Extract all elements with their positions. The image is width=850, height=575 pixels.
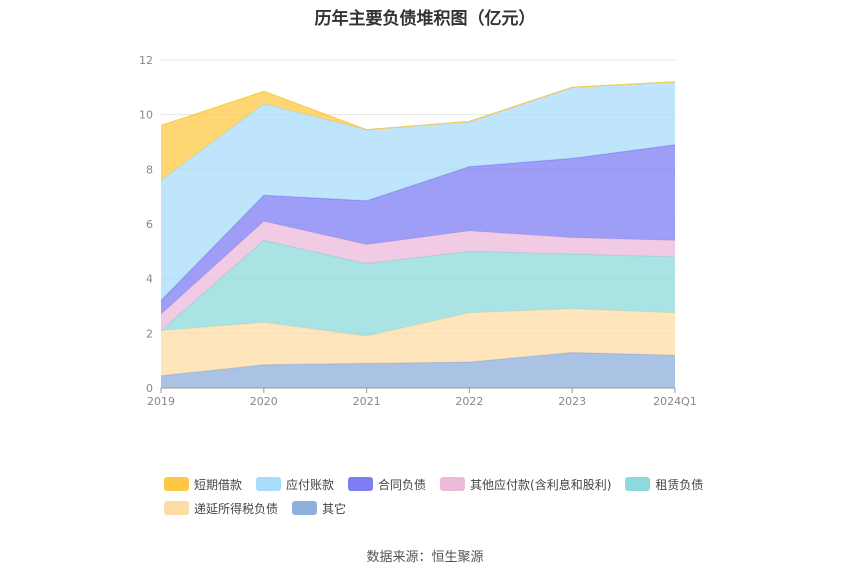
legend-item[interactable]: 其他应付款(含利息和股利): [440, 476, 611, 493]
x-tick-label: 2024Q1: [653, 395, 697, 408]
legend-item[interactable]: 租赁负债: [625, 476, 703, 493]
legend-label: 递延所得税负债: [194, 501, 279, 516]
series-line: [160, 81, 676, 131]
x-tick-label: 2019: [147, 395, 175, 408]
y-tick-label: 2: [146, 327, 153, 340]
legend-label: 合同负债: [378, 477, 427, 492]
series-area: [161, 240, 675, 337]
series-area: [161, 81, 675, 181]
y-tick-label: 4: [146, 273, 153, 286]
x-tick-label: 2022: [455, 395, 483, 408]
chart-legend: 短期借款 应付账款 合同负债 其他应付款(含利息和股利) 租赁负债 递延所得税负债 其它: [164, 472, 724, 520]
legend-item[interactable]: 应付账款: [256, 476, 334, 493]
legend-label: 其它: [322, 501, 347, 516]
legend-swatch: [348, 477, 374, 491]
legend-swatch: [256, 477, 282, 491]
series-area: [161, 308, 675, 376]
x-tick-label: 2020: [250, 395, 278, 408]
legend-item[interactable]: 其它: [292, 500, 346, 517]
data-source-note: 数据来源：恒生聚源: [366, 550, 484, 565]
x-tick-label: 2023: [558, 395, 586, 408]
chart-title: 历年主要负债堆积图（亿元）: [314, 9, 536, 29]
legend-swatch: [164, 501, 189, 515]
legend-label: 应付账款: [286, 477, 335, 492]
legend-swatch: [625, 477, 651, 491]
y-tick-label: 0: [146, 382, 153, 395]
legend-swatch: [292, 501, 318, 515]
y-tick-label: 10: [139, 109, 153, 122]
series-area: [161, 81, 675, 301]
legend-item[interactable]: 短期借款: [164, 476, 242, 493]
legend-swatch: [440, 477, 466, 491]
legend-row-2: 递延所得税负债 其它: [164, 496, 724, 520]
series-area: [161, 144, 675, 315]
legend-label: 其他应付款(含利息和股利): [470, 477, 612, 492]
x-tick-label: 2021: [353, 395, 381, 408]
legend-label: 短期借款: [194, 477, 243, 492]
y-tick-label: 12: [139, 54, 153, 67]
y-tick-label: 6: [146, 218, 153, 231]
legend-item[interactable]: 合同负债: [348, 476, 426, 493]
legend-swatch: [164, 477, 189, 491]
series-area: [161, 352, 675, 388]
legend-item[interactable]: 递延所得税负债: [164, 500, 278, 517]
legend-row-1: 短期借款 应付账款 合同负债 其他应付款(含利息和股利) 租赁负债: [164, 472, 724, 496]
y-tick-label: 8: [146, 163, 153, 176]
legend-label: 租赁负债: [655, 477, 704, 492]
series-area: [161, 221, 675, 331]
